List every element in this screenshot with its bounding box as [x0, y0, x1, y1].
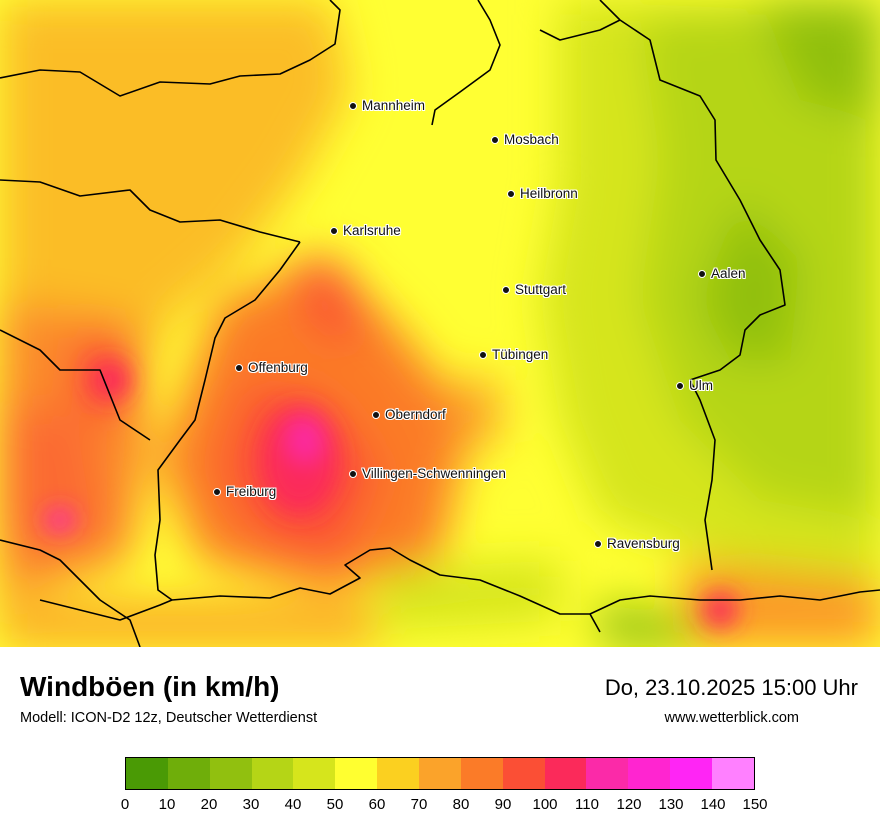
city-label: Stuttgart: [515, 282, 567, 297]
map-background: [0, 0, 880, 647]
scale-tick-label: 130: [658, 796, 684, 813]
city-marker-freiburg[interactable]: Freiburg: [213, 484, 276, 499]
color-swatch: [167, 758, 210, 789]
scale-tick-label: 80: [452, 796, 470, 813]
map-footer: Windböen (in km/h) Modell: ICON-D2 12z, …: [0, 647, 880, 830]
color-swatch: [628, 758, 671, 789]
map-title: Windböen (in km/h): [20, 671, 280, 702]
city-dot-icon: [507, 189, 515, 198]
city-label: Aalen: [711, 266, 746, 281]
city-label: Ulm: [689, 378, 713, 393]
scale-tick-label: 30: [242, 796, 260, 813]
city-marker-mosbach[interactable]: Mosbach: [491, 132, 559, 147]
city-label: Heilbronn: [520, 186, 578, 201]
city-dot-icon: [330, 226, 338, 235]
city-dot-icon: [502, 285, 510, 294]
scale-tick-label: 40: [284, 796, 302, 813]
city-marker-villingen-schwenningen[interactable]: Villingen-Schwenningen: [349, 466, 506, 481]
scale-tick-label: 70: [410, 796, 428, 813]
scale-tick-label: 0: [120, 796, 130, 813]
wind-gust-map: Mannheim Mosbach Heilbronn Karlsruhe Aal…: [0, 0, 880, 647]
scale-tick-label: 10: [158, 796, 176, 813]
scale-tick-label: 100: [532, 796, 558, 813]
color-scale-ticks: 0 10 20 30 40 50 60 70 80 90 100 110 120 130 140 150: [121, 796, 768, 816]
color-swatch: [209, 758, 252, 789]
city-marker-tuebingen[interactable]: Tübingen: [479, 347, 548, 362]
city-label: Karlsruhe: [343, 223, 401, 238]
city-dot-icon: [594, 539, 602, 548]
city-label: Freiburg: [226, 484, 277, 499]
scale-tick-label: 20: [200, 796, 218, 813]
color-swatch: [460, 758, 503, 789]
scale-tick-label: 90: [494, 796, 512, 813]
color-swatch: [502, 758, 545, 789]
website-link[interactable]: www.wetterblick.com: [664, 710, 799, 726]
city-dot-icon: [349, 101, 357, 110]
color-swatch: [377, 758, 420, 789]
color-swatch: [670, 758, 713, 789]
city-label: Offenburg: [248, 360, 308, 375]
color-swatch: [419, 758, 461, 789]
city-label: Mosbach: [504, 132, 559, 147]
color-swatch: [586, 758, 629, 789]
city-marker-stuttgart[interactable]: Stuttgart: [502, 282, 566, 297]
scale-tick-label: 50: [326, 796, 344, 813]
city-label: Mannheim: [362, 98, 426, 113]
city-label: Tübingen: [492, 347, 549, 362]
scale-tick-label: 150: [742, 796, 768, 813]
scale-tick-label: 60: [368, 796, 386, 813]
city-dot-icon: [698, 269, 706, 278]
city-marker-oberndorf[interactable]: Oberndorf: [372, 407, 446, 422]
model-info: Modell: ICON-D2 12z, Deutscher Wetterdie…: [20, 710, 318, 726]
city-dot-icon: [349, 469, 357, 478]
city-marker-offenburg[interactable]: Offenburg: [235, 360, 308, 375]
color-swatch: [251, 758, 294, 789]
city-dot-icon: [491, 135, 499, 144]
city-marker-mannheim[interactable]: Mannheim: [349, 98, 425, 113]
forecast-datetime: Do, 23.10.2025 15:00 Uhr: [604, 675, 858, 700]
color-swatch: [335, 758, 378, 789]
city-dot-icon: [372, 410, 380, 419]
scale-tick-label: 140: [700, 796, 726, 813]
scale-tick-label: 120: [616, 796, 642, 813]
city-marker-ravensburg[interactable]: Ravensburg: [594, 536, 680, 551]
scale-tick-label: 110: [575, 796, 599, 813]
color-scale: [125, 757, 755, 790]
city-label: Ravensburg: [607, 536, 680, 551]
color-swatch: [544, 758, 587, 789]
city-dot-icon: [479, 350, 487, 359]
city-label: Villingen-Schwenningen: [362, 466, 506, 481]
color-swatch: [126, 758, 168, 789]
city-dot-icon: [676, 381, 684, 390]
city-marker-karlsruhe[interactable]: Karlsruhe: [330, 223, 401, 238]
city-label: Oberndorf: [385, 407, 446, 422]
city-marker-aalen[interactable]: Aalen: [698, 266, 746, 281]
color-swatch: [712, 758, 754, 789]
city-marker-ulm[interactable]: Ulm: [676, 378, 713, 393]
city-marker-heilbronn[interactable]: Heilbronn: [507, 186, 578, 201]
city-dot-icon: [213, 487, 221, 496]
city-dot-icon: [235, 363, 243, 372]
color-swatch: [293, 758, 336, 789]
